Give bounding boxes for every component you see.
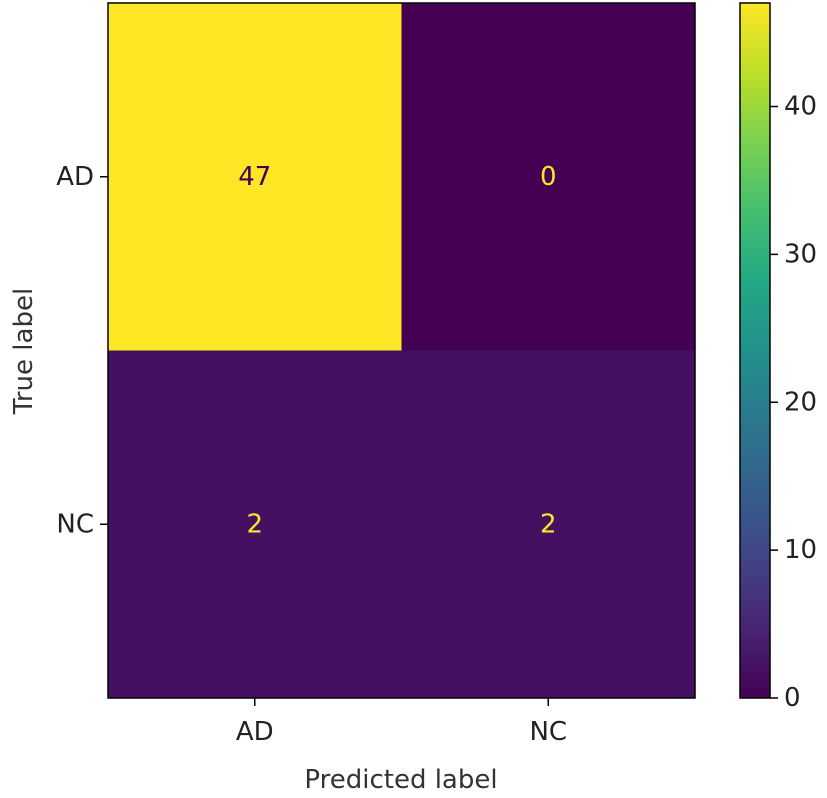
plot-frame	[107, 2, 696, 699]
colorbar-axis: 0 10 20 30 40	[770, 92, 817, 713]
matrix-cells	[108, 3, 695, 698]
matrix-cell	[401, 350, 695, 698]
colorbar-tick-label: 40	[784, 92, 817, 122]
colorbar-tick-label: 0	[784, 683, 801, 713]
y-tick-label: AD	[56, 162, 94, 192]
colorbar	[739, 2, 771, 699]
x-axis: AD NC	[236, 698, 567, 747]
y-tick-label: NC	[56, 509, 94, 539]
colorbar-tick-label: 20	[784, 387, 817, 417]
matrix-cell	[401, 3, 695, 351]
cell-value-label: 2	[246, 509, 263, 539]
colorbar-tick-label: 30	[784, 239, 817, 269]
x-tick-label: AD	[236, 717, 274, 747]
cell-value-label: 47	[238, 162, 271, 192]
x-tick-label: NC	[529, 717, 567, 747]
colorbar-tick-label: 10	[784, 535, 817, 565]
matrix-cell	[108, 3, 402, 351]
y-axis-title: True label	[9, 288, 39, 415]
matrix-cell-values: 47 0 2 2	[238, 162, 556, 540]
y-axis: AD NC	[56, 162, 108, 539]
cell-value-label: 0	[540, 162, 557, 192]
matrix-cell	[108, 350, 402, 698]
x-axis-title: Predicted label	[304, 765, 497, 795]
cell-value-label: 2	[540, 509, 557, 539]
